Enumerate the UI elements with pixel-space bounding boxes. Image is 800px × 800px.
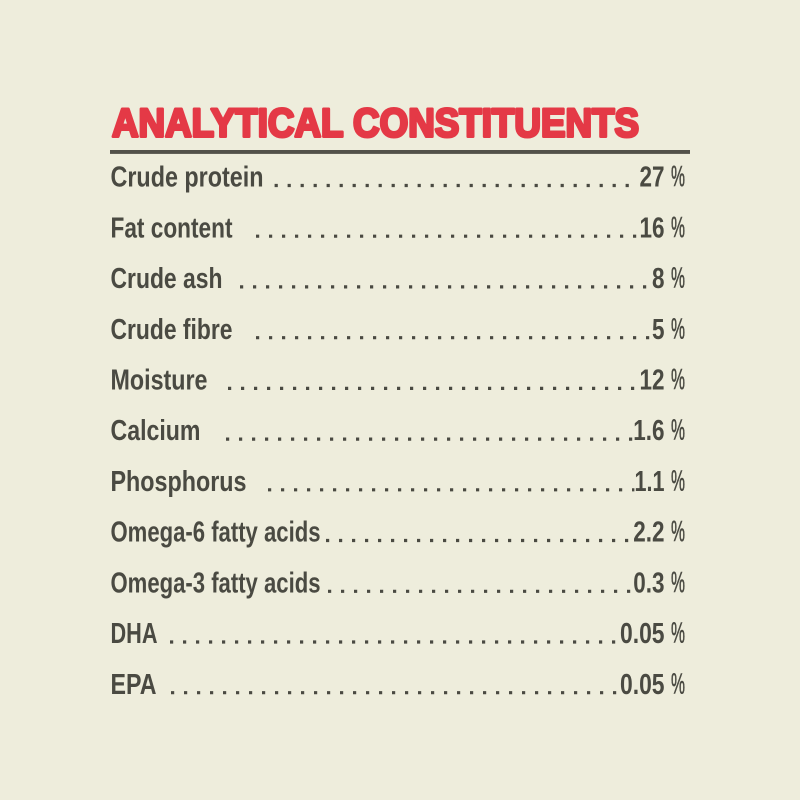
svg-text:0.05: 0.05 xyxy=(620,618,665,650)
svg-text:Omega-6 fatty acids: Omega-6 fatty acids xyxy=(111,517,321,549)
svg-text:%: % xyxy=(671,567,685,599)
svg-text:Crude ash: Crude ash xyxy=(111,263,223,295)
svg-text:%: % xyxy=(671,364,685,396)
svg-text:12: 12 xyxy=(640,365,665,397)
svg-text:Fat content: Fat content xyxy=(111,212,233,244)
svg-text:%: % xyxy=(671,212,685,244)
svg-text:Crude fibre: Crude fibre xyxy=(111,314,233,346)
svg-text:Phosphorus: Phosphorus xyxy=(111,466,247,498)
svg-text:5: 5 xyxy=(652,314,665,346)
svg-text:Omega-3 fatty acids: Omega-3 fatty acids xyxy=(111,567,321,599)
svg-text:%: % xyxy=(671,263,685,295)
svg-text:0.3: 0.3 xyxy=(633,567,664,599)
svg-text:%: % xyxy=(671,465,685,497)
svg-text:ANALYTICAL CONSTITUENTS: ANALYTICAL CONSTITUENTS xyxy=(112,100,639,145)
svg-text:2.2: 2.2 xyxy=(633,517,664,549)
svg-text:27: 27 xyxy=(640,162,665,194)
svg-text:Crude protein: Crude protein xyxy=(111,162,264,194)
svg-text:DHA: DHA xyxy=(111,618,158,650)
svg-text:1.6: 1.6 xyxy=(633,415,664,447)
svg-text:%: % xyxy=(671,415,685,447)
svg-text:%: % xyxy=(671,161,685,193)
svg-text:EPA: EPA xyxy=(111,669,157,701)
svg-text:Calcium: Calcium xyxy=(111,415,201,447)
svg-text:Moisture: Moisture xyxy=(111,365,208,397)
svg-text:16: 16 xyxy=(640,212,665,244)
svg-text:%: % xyxy=(671,313,685,345)
svg-text:8: 8 xyxy=(652,263,665,295)
svg-text:%: % xyxy=(671,668,685,700)
svg-text:1.1: 1.1 xyxy=(635,466,665,498)
svg-text:0.05: 0.05 xyxy=(620,669,665,701)
svg-text:%: % xyxy=(671,516,685,548)
svg-text:%: % xyxy=(671,618,685,650)
